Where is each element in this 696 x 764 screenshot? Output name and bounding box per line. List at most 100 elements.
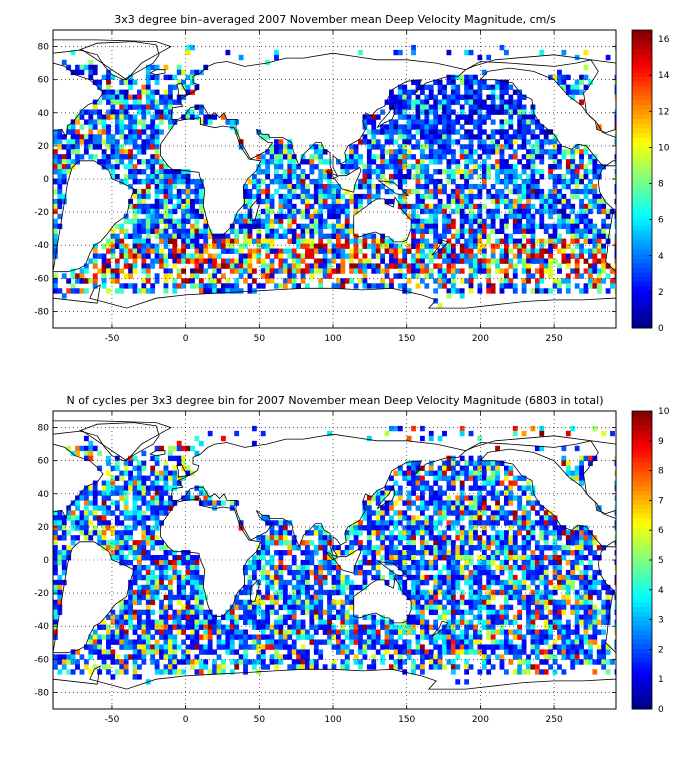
heatmap-cell bbox=[261, 550, 266, 555]
heatmap-cell bbox=[584, 555, 589, 560]
heatmap-cell bbox=[579, 149, 584, 154]
heatmap-cell bbox=[486, 575, 491, 580]
heatmap-cell bbox=[102, 490, 107, 495]
heatmap-cell bbox=[482, 114, 487, 119]
heatmap-cell bbox=[615, 288, 620, 293]
heatmap-cell bbox=[420, 525, 425, 530]
heatmap-cell bbox=[477, 109, 482, 114]
heatmap-cell bbox=[150, 219, 155, 224]
heatmap-cell bbox=[141, 199, 146, 204]
heatmap-cell bbox=[579, 550, 584, 555]
heatmap-cell bbox=[504, 486, 509, 491]
heatmap-cell bbox=[332, 214, 337, 219]
heatmap-cell bbox=[124, 560, 129, 565]
heatmap-cell bbox=[172, 565, 177, 570]
heatmap-cell bbox=[615, 456, 620, 461]
heatmap-cell bbox=[491, 555, 496, 560]
heatmap-cell bbox=[128, 535, 133, 540]
heatmap-cell bbox=[473, 254, 478, 259]
y-tick-label: 60 bbox=[38, 76, 50, 86]
heatmap-cell bbox=[553, 229, 558, 234]
heatmap-cell bbox=[447, 590, 452, 595]
heatmap-cell bbox=[526, 560, 531, 565]
heatmap-cell bbox=[548, 234, 553, 239]
heatmap-cell bbox=[385, 149, 390, 154]
heatmap-cell bbox=[159, 95, 164, 100]
heatmap-cell bbox=[513, 263, 518, 268]
heatmap-cell bbox=[592, 239, 597, 244]
heatmap-cell bbox=[464, 80, 469, 85]
heatmap-cell bbox=[367, 144, 372, 149]
heatmap-cell bbox=[168, 560, 173, 565]
heatmap-cell bbox=[398, 129, 403, 134]
heatmap-cell bbox=[203, 229, 208, 234]
heatmap-cell bbox=[615, 580, 620, 585]
heatmap-cell bbox=[473, 80, 478, 85]
heatmap-cell bbox=[601, 244, 606, 249]
heatmap-cell bbox=[455, 114, 460, 119]
heatmap-cell bbox=[172, 249, 177, 254]
heatmap-cell bbox=[208, 119, 213, 124]
heatmap-cell bbox=[592, 590, 597, 595]
heatmap-cell bbox=[522, 169, 527, 174]
heatmap-cell bbox=[358, 268, 363, 273]
heatmap-cell bbox=[539, 555, 544, 560]
heatmap-cell bbox=[53, 229, 58, 234]
heatmap-cell bbox=[186, 244, 191, 249]
heatmap-cell bbox=[155, 555, 160, 560]
heatmap-cell bbox=[380, 278, 385, 283]
heatmap-cell bbox=[159, 505, 164, 510]
heatmap-cell bbox=[526, 239, 531, 244]
heatmap-cell bbox=[393, 119, 398, 124]
heatmap-cell bbox=[482, 219, 487, 224]
heatmap-cell bbox=[177, 580, 182, 585]
heatmap-cell bbox=[340, 209, 345, 214]
heatmap-cell bbox=[606, 214, 611, 219]
heatmap-cell bbox=[411, 144, 416, 149]
heatmap-cell bbox=[477, 575, 482, 580]
heatmap-cell bbox=[62, 154, 67, 159]
heatmap-cell bbox=[128, 254, 133, 259]
heatmap-cell bbox=[124, 234, 129, 239]
heatmap-cell bbox=[287, 174, 292, 179]
heatmap-cell bbox=[186, 209, 191, 214]
heatmap-cell bbox=[287, 204, 292, 209]
heatmap-cell bbox=[553, 585, 558, 590]
heatmap-cell bbox=[340, 590, 345, 595]
heatmap-cell bbox=[323, 565, 328, 570]
heatmap-cell bbox=[256, 179, 261, 184]
heatmap-cell bbox=[482, 263, 487, 268]
heatmap-cell bbox=[177, 219, 182, 224]
heatmap-cell bbox=[442, 590, 447, 595]
heatmap-cell bbox=[186, 45, 191, 50]
heatmap-cell bbox=[579, 204, 584, 209]
heatmap-cell bbox=[115, 490, 120, 495]
heatmap-cell bbox=[349, 239, 354, 244]
heatmap-cell bbox=[66, 144, 71, 149]
heatmap-cell bbox=[557, 288, 562, 293]
heatmap-cell bbox=[363, 169, 368, 174]
heatmap-cell bbox=[199, 209, 204, 214]
heatmap-cell bbox=[570, 194, 575, 199]
heatmap-cell bbox=[451, 85, 456, 90]
heatmap-cell bbox=[504, 540, 509, 545]
heatmap-cell bbox=[283, 204, 288, 209]
heatmap-cell bbox=[234, 268, 239, 273]
heatmap-cell bbox=[522, 129, 527, 134]
heatmap-cell bbox=[133, 219, 138, 224]
heatmap-cell bbox=[469, 114, 474, 119]
heatmap-cell bbox=[363, 258, 368, 263]
heatmap-cell bbox=[332, 585, 337, 590]
heatmap-cell bbox=[504, 249, 509, 254]
heatmap-cell bbox=[575, 273, 580, 278]
heatmap-cell bbox=[133, 555, 138, 560]
heatmap-cell bbox=[469, 134, 474, 139]
heatmap-cell bbox=[424, 500, 429, 505]
heatmap-cell bbox=[287, 273, 292, 278]
heatmap-cell bbox=[283, 550, 288, 555]
heatmap-cell bbox=[477, 585, 482, 590]
heatmap-cell bbox=[53, 199, 58, 204]
heatmap-cell bbox=[495, 258, 500, 263]
heatmap-cell bbox=[225, 50, 230, 55]
heatmap-cell bbox=[508, 95, 513, 100]
